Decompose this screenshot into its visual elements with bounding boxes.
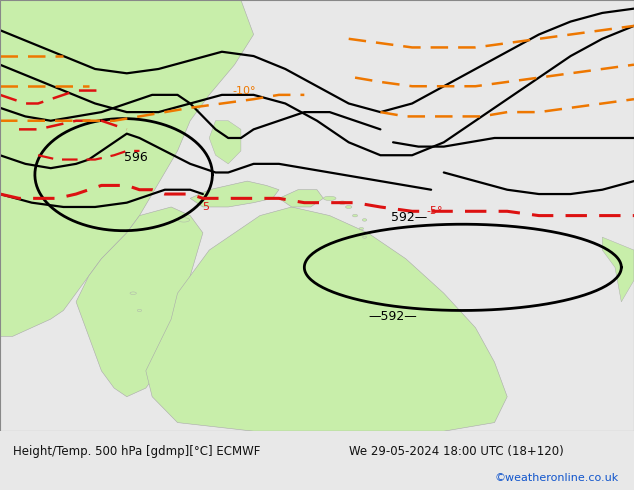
Text: We 29-05-2024 18:00 UTC (18+120): We 29-05-2024 18:00 UTC (18+120): [349, 445, 564, 458]
Text: —592—: —592—: [369, 311, 417, 323]
Text: 592—: 592—: [391, 211, 427, 224]
Ellipse shape: [130, 292, 136, 294]
Ellipse shape: [363, 236, 366, 238]
Polygon shape: [602, 237, 634, 302]
Polygon shape: [279, 190, 323, 207]
Polygon shape: [146, 207, 507, 431]
Ellipse shape: [178, 218, 190, 222]
Text: -10°: -10°: [232, 86, 256, 96]
Ellipse shape: [362, 219, 366, 221]
Ellipse shape: [339, 201, 346, 204]
Text: Height/Temp. 500 hPa [gdmp][°C] ECMWF: Height/Temp. 500 hPa [gdmp][°C] ECMWF: [13, 445, 260, 458]
Ellipse shape: [323, 196, 336, 200]
Text: ©weatheronline.co.uk: ©weatheronline.co.uk: [495, 473, 619, 483]
Ellipse shape: [346, 205, 352, 208]
Text: 596: 596: [124, 151, 148, 164]
Text: 5: 5: [202, 202, 210, 212]
Polygon shape: [190, 181, 279, 207]
Text: -5°: -5°: [426, 206, 443, 216]
Ellipse shape: [137, 309, 141, 312]
Polygon shape: [76, 207, 203, 397]
Ellipse shape: [359, 227, 364, 230]
Polygon shape: [0, 0, 254, 336]
Ellipse shape: [353, 214, 358, 217]
Polygon shape: [209, 121, 241, 164]
